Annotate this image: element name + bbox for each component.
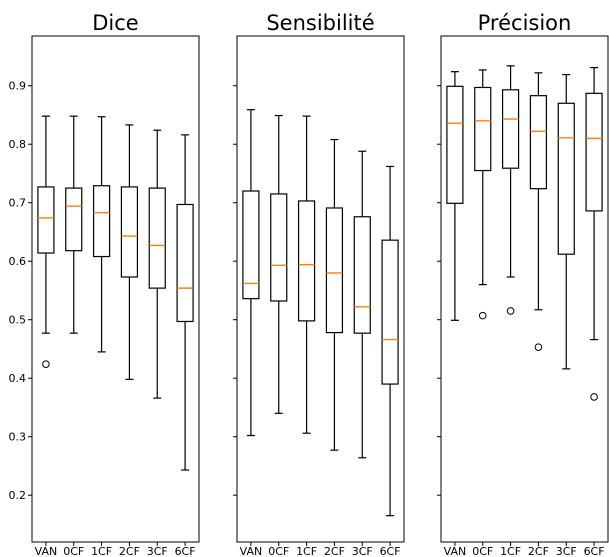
x-tick-label: 3CF <box>556 545 577 557</box>
box-6cf <box>585 66 603 401</box>
plot-frame <box>440 35 609 543</box>
box-2cf <box>529 72 548 352</box>
x-tick-label: 3CF <box>147 545 168 557</box>
box-1cf <box>297 115 316 434</box>
iqr-box <box>120 186 139 278</box>
x-tick-label: 2CF <box>324 545 345 557</box>
iqr-box <box>529 95 548 190</box>
box-van <box>446 71 464 321</box>
x-tick-label: 1CF <box>296 545 317 557</box>
y-tick-label: 0.2 <box>9 489 27 502</box>
outlier-point <box>42 360 50 368</box>
x-tick-label: 0CF <box>472 545 493 557</box>
panel-title: Dice <box>92 11 138 35</box>
x-tick-label: 1CF <box>500 545 521 557</box>
box-0cf <box>65 115 83 334</box>
box-3cf <box>353 150 371 459</box>
panel-title: Précision <box>478 11 572 35</box>
box-0cf <box>270 114 288 414</box>
box-6cf <box>381 165 399 517</box>
iqr-box <box>446 85 464 204</box>
iqr-box <box>242 190 260 300</box>
box-2cf <box>120 124 139 380</box>
iqr-box <box>325 207 344 334</box>
panel-1: Sensibilité VAN 0CF 1CF 2CF 3CF 6CF <box>233 11 405 557</box>
outlier-point <box>590 393 598 401</box>
y-tick-label: 0.3 <box>9 431 27 444</box>
box-1cf <box>92 116 111 353</box>
iqr-box <box>297 200 316 322</box>
box-2cf <box>325 138 344 451</box>
y-tick-label: 0.6 <box>9 255 27 268</box>
x-tick-label: 2CF <box>528 545 549 557</box>
box-0cf <box>474 69 492 320</box>
x-tick-label: VAN <box>35 545 58 557</box>
y-tick-label: 0.9 <box>9 80 27 93</box>
x-tick-label: 3CF <box>352 545 373 557</box>
y-tick-label: 0.4 <box>9 372 27 385</box>
iqr-box <box>474 86 492 172</box>
panel-2: Précision VAN 0CF 1CF 2CF 3CF 6CF <box>437 11 609 557</box>
x-tick-label: 2CF <box>119 545 140 557</box>
iqr-box <box>585 92 603 212</box>
plot-frame <box>236 35 405 543</box>
box-6cf <box>176 134 194 471</box>
plot-frame <box>31 35 200 543</box>
box-3cf <box>557 74 575 370</box>
outlier-point <box>506 307 515 315</box>
panel-0: Dice 0.2 0.3 0.4 0.5 0.6 0.7 0.8 0.9 VAN 0CF 1CF 2CF… <box>9 11 200 557</box>
x-tick-label: VAN <box>240 545 263 557</box>
iqr-box <box>65 187 83 252</box>
iqr-box <box>270 193 288 302</box>
x-tick-label: 6CF <box>584 545 605 557</box>
outlier-point <box>534 343 543 352</box>
iqr-box <box>501 89 520 169</box>
x-tick-label: 0CF <box>268 545 289 557</box>
y-tick-label: 0.8 <box>9 138 27 151</box>
iqr-box <box>148 187 166 289</box>
iqr-box <box>37 186 55 254</box>
y-tick-label: 0.7 <box>9 197 27 210</box>
box-1cf <box>501 65 520 315</box>
iqr-box <box>557 102 575 255</box>
iqr-box <box>353 216 371 334</box>
x-tick-label: 6CF <box>380 545 401 557</box>
iqr-box <box>176 203 194 323</box>
box-van <box>242 109 260 437</box>
panel-title: Sensibilité <box>266 11 374 35</box>
box-3cf <box>148 129 166 399</box>
x-tick-label: 6CF <box>175 545 196 557</box>
box-van <box>37 115 55 368</box>
x-tick-label: VAN <box>444 545 467 557</box>
x-tick-label: 0CF <box>63 545 84 557</box>
iqr-box <box>381 239 399 385</box>
iqr-box <box>92 185 111 258</box>
x-tick-label: 1CF <box>91 545 112 557</box>
outlier-point <box>478 311 487 320</box>
y-tick-label: 0.5 <box>9 314 27 327</box>
